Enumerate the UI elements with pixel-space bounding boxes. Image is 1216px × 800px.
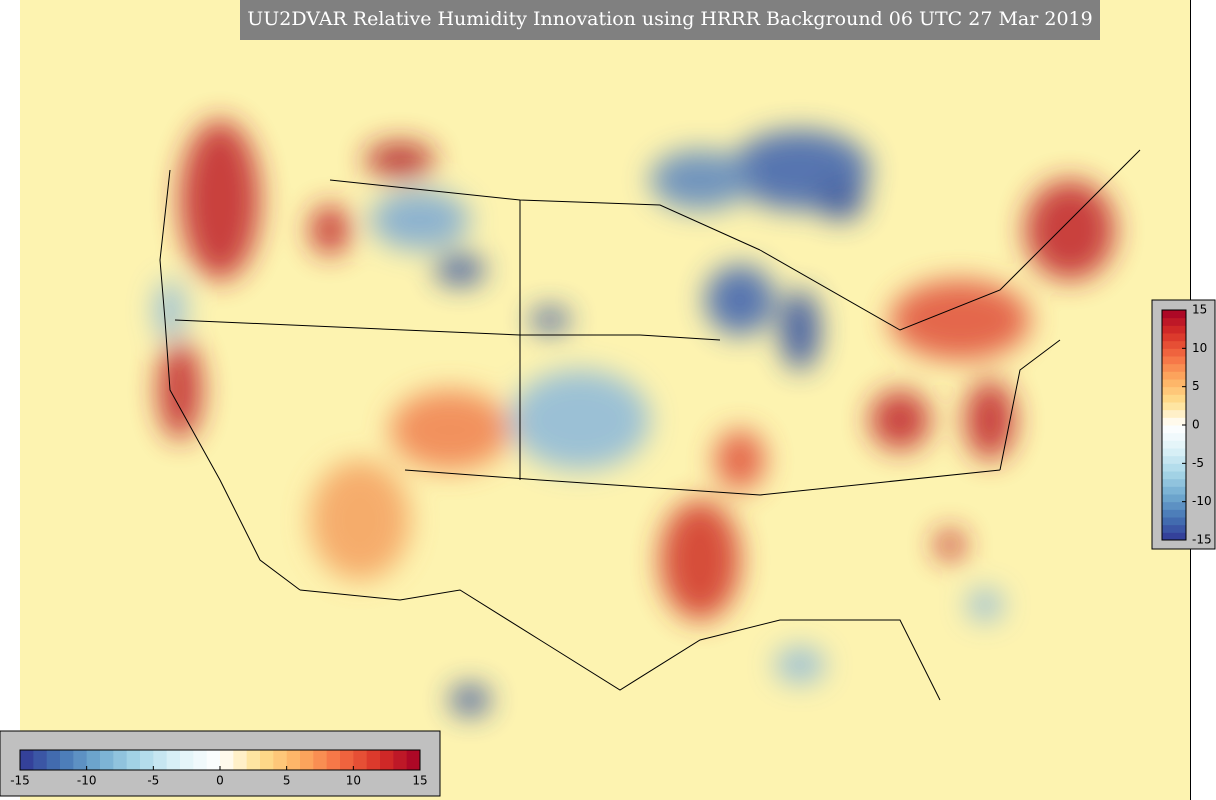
colorbar-tick-label: 5	[283, 774, 291, 788]
colorbar-swatch	[1162, 501, 1186, 510]
colorbar-swatch	[1162, 455, 1186, 464]
colorbar-swatch	[1162, 325, 1186, 334]
colorbar-tick-label: 15	[1192, 303, 1207, 317]
colorbar-swatch	[1162, 409, 1186, 418]
colorbar-swatch	[1162, 440, 1186, 449]
colorbar-swatch	[1162, 356, 1186, 365]
colorbar-swatch	[1162, 371, 1186, 380]
colorbar-swatch	[1162, 394, 1186, 403]
title-box	[240, 0, 1100, 40]
colorbar-swatch	[113, 750, 128, 770]
colorbar-swatch	[1162, 417, 1186, 426]
colorbar-tick-label: 5	[1192, 379, 1200, 393]
colorbar-swatch	[1162, 363, 1186, 372]
colorbar-swatch	[260, 750, 274, 770]
colorbar-swatch	[1162, 486, 1186, 495]
colorbar-swatch	[326, 750, 341, 770]
colorbar-swatch	[1162, 471, 1186, 480]
colorbar-swatch	[1162, 317, 1186, 326]
colorbar-swatch	[1162, 432, 1186, 441]
colorbar-swatch	[1162, 448, 1186, 457]
colorbar-swatch	[140, 750, 154, 770]
colorbar-swatch	[1162, 379, 1186, 388]
boundaries	[159, 149, 1141, 701]
colorbar-swatch	[1162, 524, 1186, 533]
colorbar-tick-label: -10	[1192, 494, 1212, 508]
colorbar-tick-label: -15	[10, 774, 30, 788]
colorbar-swatch	[366, 750, 381, 770]
colorbar-swatch	[273, 750, 288, 770]
colorbar-swatch	[313, 750, 328, 770]
colorbar-swatch	[300, 750, 314, 770]
colorbar-swatch	[193, 750, 208, 770]
colorbar-swatch	[246, 750, 261, 770]
colorbar-swatch	[166, 750, 181, 770]
colorbar-swatch	[100, 750, 114, 770]
colorbar-swatch	[1162, 478, 1186, 487]
colorbar-tick-label: 10	[346, 774, 361, 788]
colorbar-swatch	[406, 750, 421, 770]
colorbar-swatch	[286, 750, 301, 770]
colorbar-tick-label: 10	[1192, 341, 1207, 355]
colorbar-tick-label: -5	[147, 774, 159, 788]
colorbar-swatch	[126, 750, 141, 770]
colorbar-swatch	[206, 750, 221, 770]
colorbar-swatch	[340, 750, 354, 770]
colorbar-swatch	[1162, 402, 1186, 411]
colorbar-swatch	[73, 750, 88, 770]
colorbar-swatch	[1162, 494, 1186, 503]
colorbar-tick-label: 0	[1192, 418, 1200, 432]
colorbar-swatch	[153, 750, 168, 770]
colorbar-tick-label: -5	[1192, 456, 1204, 470]
colorbar-swatch	[1162, 348, 1186, 357]
colorbar-swatch	[46, 750, 61, 770]
colorbar-tick-label: -15	[1192, 533, 1212, 547]
colorbar-swatch	[1162, 532, 1186, 541]
colorbar-swatch	[220, 750, 234, 770]
colorbar-swatch	[1162, 386, 1186, 395]
colorbar-swatch	[1162, 517, 1186, 526]
colorbar-swatch	[1162, 509, 1186, 518]
colorbar-swatch	[180, 750, 194, 770]
colorbar-swatch	[60, 750, 74, 770]
colorbar-swatch	[1162, 425, 1186, 434]
colorbar-swatch	[33, 750, 48, 770]
colorbar-swatch	[86, 750, 101, 770]
colorbar-swatch	[353, 750, 368, 770]
title: UU2DVAR Relative Humidity Innovation usi…	[247, 8, 1092, 30]
colorbar-swatch	[1162, 310, 1186, 319]
colorbar-swatch	[1162, 463, 1186, 472]
colorbar-swatch	[393, 750, 408, 770]
colorbar-swatch	[380, 750, 394, 770]
colorbar-swatch	[20, 750, 34, 770]
map	[20, 0, 1190, 800]
colorbar-swatch	[1162, 333, 1186, 342]
colorbar-tick-label: 15	[412, 774, 427, 788]
colorbar-tick-label: 0	[216, 774, 224, 788]
colorbar-swatch	[233, 750, 248, 770]
colorbar-swatch	[1162, 340, 1186, 349]
colorbar-tick-label: -10	[77, 774, 97, 788]
